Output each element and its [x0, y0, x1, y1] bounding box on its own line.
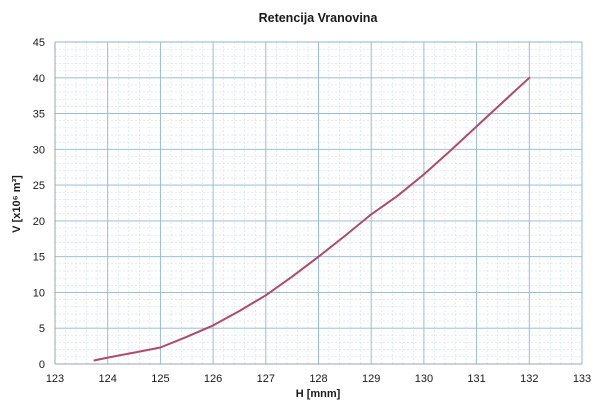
y-tick-label: 45 — [33, 37, 45, 49]
y-tick-label: 5 — [39, 323, 45, 335]
y-tick-label: 20 — [33, 216, 45, 228]
x-tick-label: 129 — [362, 373, 380, 385]
x-tick-label: 126 — [204, 373, 222, 385]
x-tick-label: 131 — [467, 373, 485, 385]
x-tick-label: 123 — [46, 373, 64, 385]
y-tick-label: 30 — [33, 144, 45, 156]
x-tick-label: 133 — [573, 373, 591, 385]
chart-title: Retencija Vranovina — [259, 11, 379, 25]
series-layer — [93, 76, 531, 362]
x-tick-label: 124 — [99, 373, 117, 385]
y-tick-label: 15 — [33, 252, 45, 264]
x-axis-label: H [mnm] — [296, 388, 341, 400]
series-line — [93, 76, 531, 362]
tick-label-layer: 123 124 125 126 127 128 129 130 131 132 133 0 5 10 15 2… — [33, 37, 591, 385]
x-tick-label: 125 — [151, 373, 169, 385]
x-tick-label: 127 — [257, 373, 275, 385]
y-tick-label: 10 — [33, 287, 45, 299]
x-tick-label: 130 — [415, 373, 433, 385]
y-tick-label: 40 — [33, 73, 45, 85]
axis-layer — [54, 42, 582, 365]
y-tick-label: 25 — [33, 180, 45, 192]
y-axis-label: V [x10⁶ m³] — [11, 175, 23, 233]
x-tick-label: 128 — [309, 373, 327, 385]
y-tick-label: 0 — [39, 359, 45, 371]
y-tick-label: 35 — [33, 109, 45, 121]
grid-layer — [54, 41, 583, 365]
x-tick-label: 132 — [520, 373, 538, 385]
